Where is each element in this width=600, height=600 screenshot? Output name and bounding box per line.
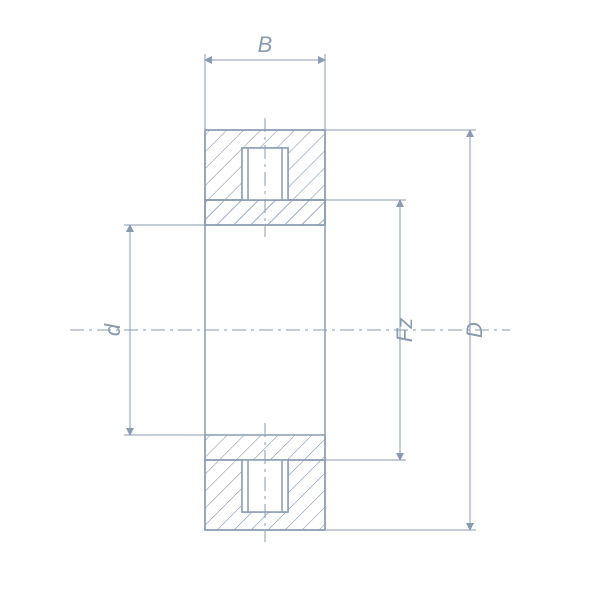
dim-label-Fz: Fz <box>392 318 417 342</box>
dim-label-B: B <box>258 32 273 57</box>
dim-label-D: D <box>462 322 487 338</box>
bearing-cross-section: Bd Fz D <box>0 0 600 600</box>
dim-label-d: d <box>100 323 125 336</box>
